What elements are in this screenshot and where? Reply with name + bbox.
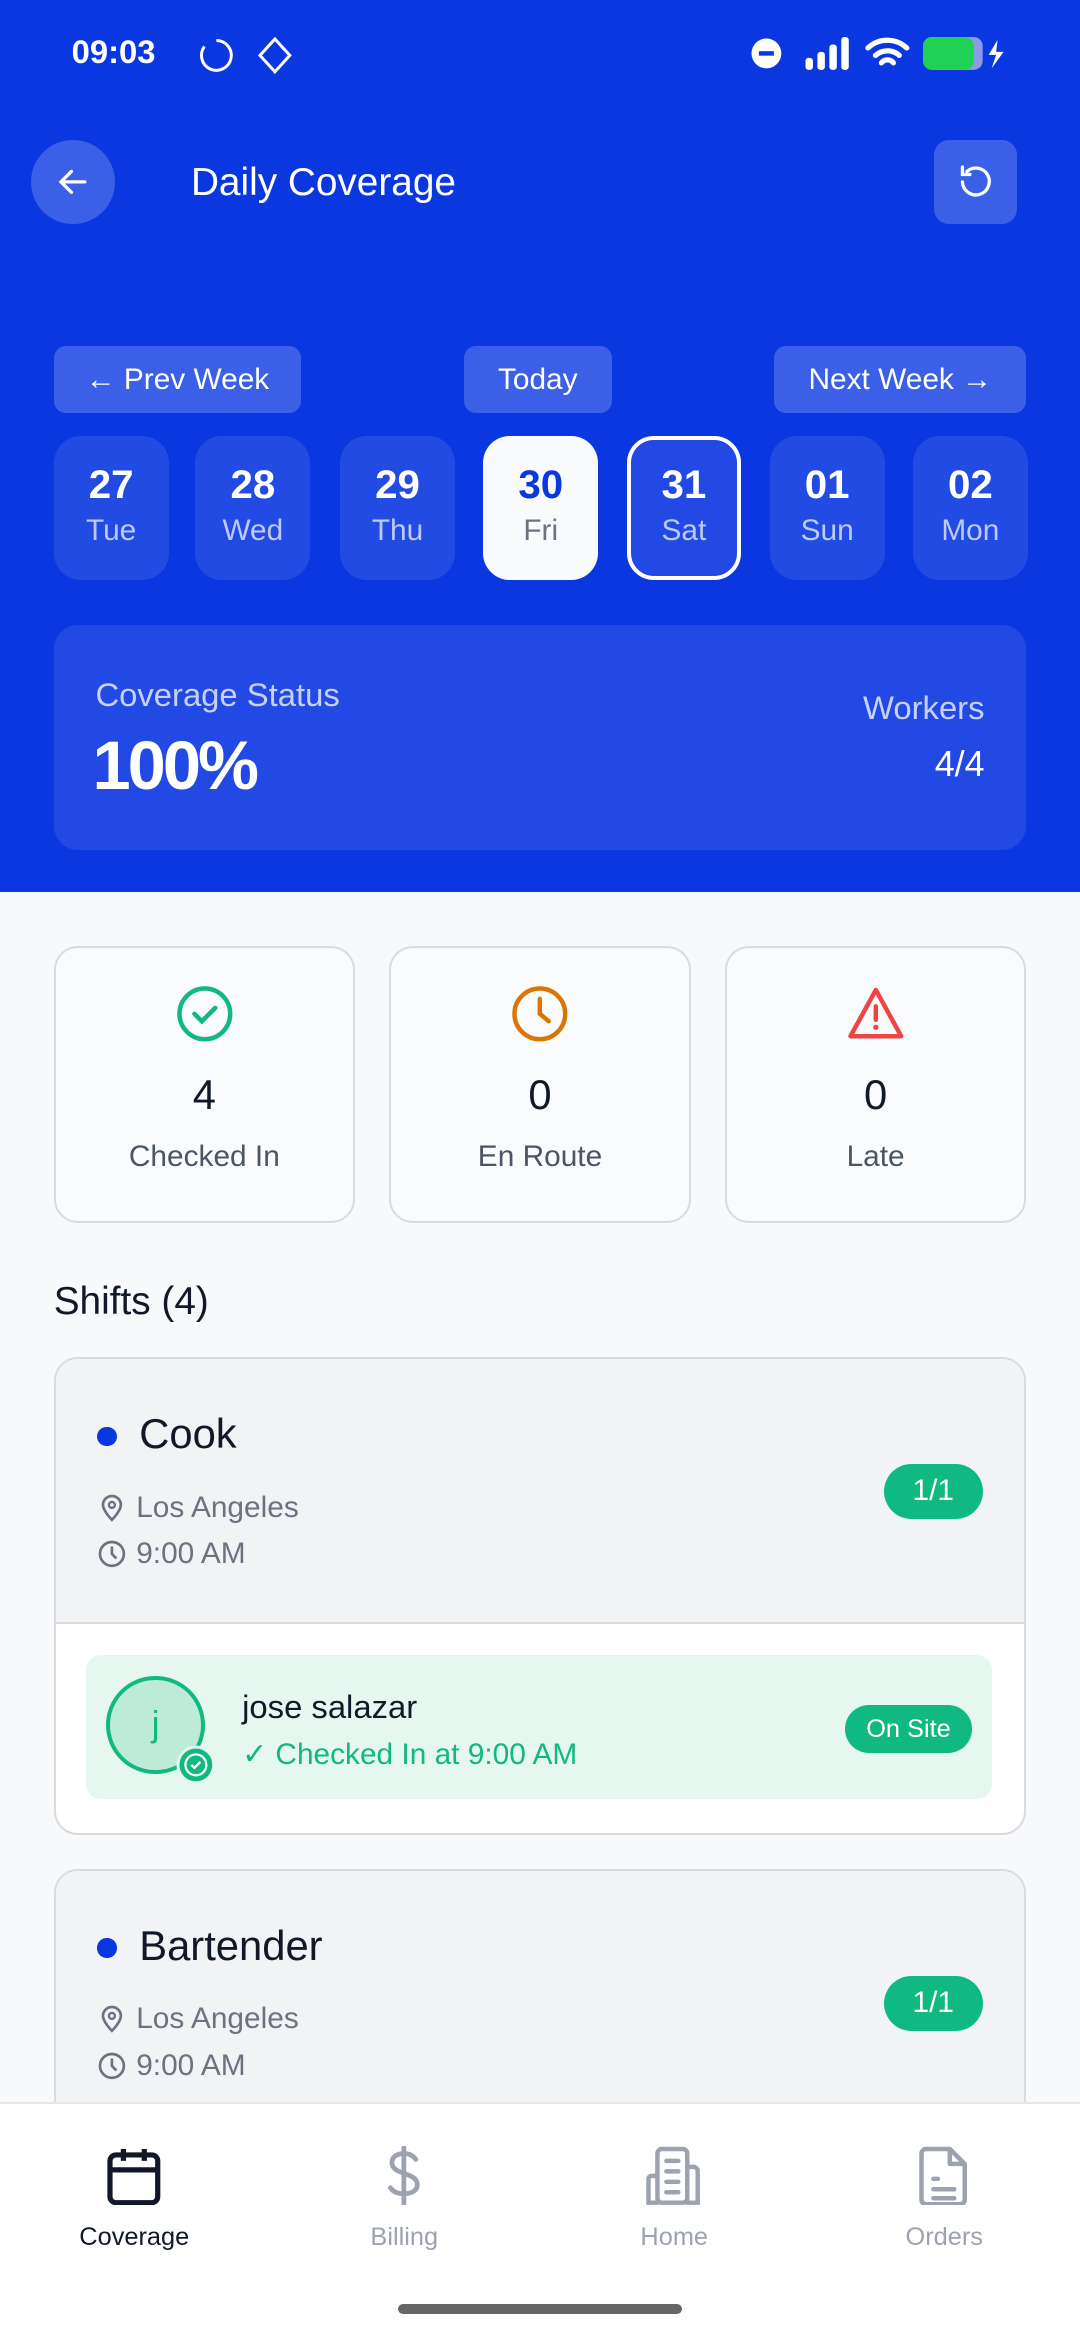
status-bar: 09:03: [0, 33, 1080, 78]
shift-time: 9:00 AM: [97, 1536, 246, 1571]
coverage-label: Coverage Status: [95, 675, 340, 713]
day-chip-fri[interactable]: 30 Fri: [483, 435, 599, 581]
shift-header: Cook Los Angeles 9:00 AM 1/1: [55, 1359, 1025, 1624]
do-not-disturb-icon: [751, 38, 782, 69]
nav-orders[interactable]: Orders: [855, 2146, 1034, 2253]
day-chip-thu[interactable]: 29 Thu: [340, 435, 455, 581]
on-site-badge: On Site: [845, 1705, 972, 1754]
day-number: 30: [518, 462, 564, 508]
app-icon: [257, 36, 292, 74]
day-name: Sun: [800, 514, 854, 548]
location-text: Los Angeles: [136, 2002, 299, 2036]
filled-badge: 1/1: [884, 1975, 983, 2031]
refresh-icon: [960, 165, 991, 197]
day-chip-mon[interactable]: 02 Mon: [912, 435, 1028, 581]
day-chip-tue[interactable]: 27 Tue: [53, 435, 169, 581]
nav-billing[interactable]: Billing: [315, 2145, 494, 2253]
loading-icon: [199, 38, 233, 72]
workers-label: Workers: [863, 689, 985, 727]
nav-label: Home: [640, 2223, 709, 2252]
day-number: 27: [88, 462, 134, 508]
day-number: 02: [947, 462, 993, 508]
refresh-button[interactable]: [933, 140, 1018, 224]
clock-icon: [99, 2052, 126, 2079]
location-pin-icon: [102, 2006, 123, 2034]
nav-label: Orders: [905, 2223, 983, 2252]
shift-location: Los Angeles: [97, 1490, 299, 1525]
today-button[interactable]: Today: [463, 346, 612, 414]
status-dot: [97, 1938, 117, 1958]
home-indicator[interactable]: [398, 2303, 682, 2315]
day-chip-sat[interactable]: 31 Sat: [626, 435, 742, 581]
stat-checked-in: 4 Checked In: [53, 945, 355, 1224]
stat-label: Late: [846, 1139, 905, 1173]
stat-label: Checked In: [128, 1139, 280, 1173]
day-number: 01: [804, 462, 850, 508]
coverage-value: 100%: [92, 727, 259, 805]
signal-icon: [805, 37, 849, 71]
worker-status: ✓ Checked In at 9:00 AM: [242, 1737, 578, 1771]
shift-time: 9:00 AM: [97, 2048, 246, 2083]
document-icon: [919, 2146, 968, 2206]
nav-coverage[interactable]: Coverage: [45, 2146, 224, 2253]
stat-value: 0: [863, 1071, 888, 1119]
coverage-status-card: Coverage Status 100% Workers 4/4: [53, 625, 1027, 851]
nav-label: Billing: [370, 2223, 439, 2252]
stat-value: 4: [192, 1071, 216, 1119]
bottom-nav: Coverage Billing Home Orders: [0, 2101, 1080, 2340]
shift-location: Los Angeles: [97, 2002, 299, 2036]
page-title: Daily Coverage: [190, 161, 456, 205]
location-text: Los Angeles: [136, 1490, 299, 1524]
day-chip-sun[interactable]: 01 Sun: [769, 435, 885, 581]
filled-badge: 1/1: [884, 1463, 983, 1520]
wifi-icon: [865, 37, 910, 66]
nav-label: Coverage: [79, 2223, 190, 2252]
warning-icon: [848, 987, 904, 1038]
day-number: 28: [230, 462, 276, 508]
status-time: 09:03: [71, 32, 156, 70]
day-chip-wed[interactable]: 28 Wed: [195, 435, 311, 581]
time-text: 9:00 AM: [136, 2048, 246, 2082]
clock-icon: [99, 1540, 126, 1568]
day-name: Thu: [371, 514, 424, 548]
day-name: Sat: [661, 513, 707, 547]
nav-home[interactable]: Home: [585, 2146, 764, 2253]
verified-check-icon: [176, 1745, 216, 1785]
shifts-heading: Shifts (4): [53, 1279, 209, 1323]
day-name: Wed: [222, 514, 284, 548]
workers-value: 4/4: [934, 744, 985, 785]
check-circle-icon: [176, 985, 232, 1041]
shift-role: Cook: [139, 1410, 237, 1458]
building-icon: [646, 2146, 701, 2205]
location-pin-icon: [102, 1494, 123, 1522]
worker-name: jose salazar: [242, 1687, 418, 1725]
shift-role: Bartender: [139, 1921, 323, 1969]
day-number: 29: [375, 462, 420, 508]
day-name: Mon: [941, 514, 1000, 548]
arrow-left-icon: [58, 169, 87, 195]
day-number: 31: [661, 461, 707, 507]
dollar-icon: [388, 2145, 421, 2206]
next-week-button[interactable]: Next Week →: [774, 346, 1027, 414]
stat-en-route: 0 En Route: [389, 945, 691, 1224]
day-name: Tue: [85, 514, 137, 548]
stat-label: En Route: [477, 1139, 603, 1173]
shift-card-cook[interactable]: Cook Los Angeles 9:00 AM 1/1 j jose sala…: [53, 1357, 1027, 1835]
back-button[interactable]: [31, 140, 115, 224]
stat-value: 0: [528, 1071, 552, 1119]
prev-week-button[interactable]: ← Prev Week: [53, 346, 302, 414]
worker-row[interactable]: j jose salazar ✓ Checked In at 9:00 AM O…: [85, 1654, 993, 1800]
day-name: Fri: [523, 514, 559, 548]
clock-icon: [512, 985, 568, 1041]
stat-late: 0 Late: [724, 945, 1027, 1224]
battery-icon: [923, 37, 1004, 71]
calendar-icon: [107, 2148, 161, 2205]
status-dot: [97, 1426, 117, 1446]
time-text: 9:00 AM: [136, 1536, 246, 1570]
